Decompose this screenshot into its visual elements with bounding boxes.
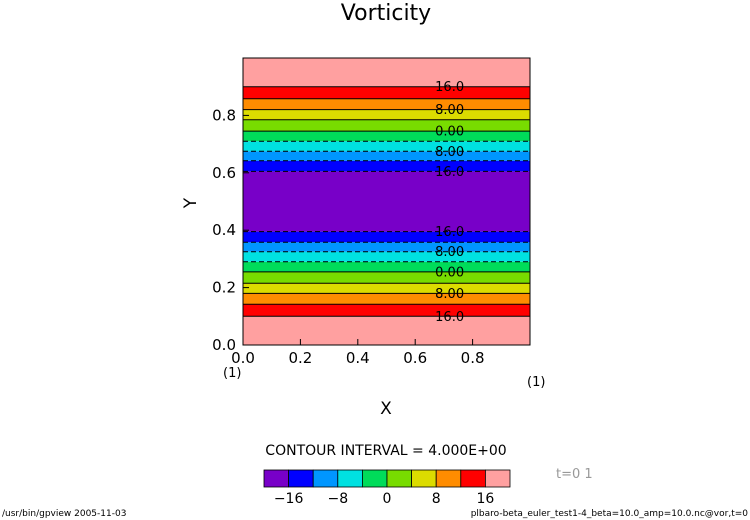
y-tick-label-3: 0.6 xyxy=(212,164,236,182)
colorbar-cell-7 xyxy=(435,469,462,488)
band-13 xyxy=(243,131,530,142)
chart-title: Vorticity xyxy=(341,1,431,26)
x-tick-label-4: 0.8 xyxy=(461,349,485,367)
colorbar-cell-9 xyxy=(484,469,511,488)
contour-label-9: 16.0 xyxy=(435,80,464,95)
colorbar xyxy=(263,469,511,488)
colorbar-tick-label-2: 0 xyxy=(383,491,392,507)
y-tick-label-1: 0.2 xyxy=(212,279,236,297)
band-5 xyxy=(243,261,530,272)
time-label: t=0 1 xyxy=(556,467,593,482)
contour-interval-text: CONTOUR INTERVAL = 4.000E+00 xyxy=(265,443,506,459)
colorbar-cell-0 xyxy=(263,469,290,488)
colorbar-tick-label-4: 16 xyxy=(476,491,494,507)
contour-label-0: 16.0 xyxy=(435,310,464,325)
colorbar-tick-labels: −16 −8 0 8 16 xyxy=(274,491,495,507)
band-2 xyxy=(243,293,530,305)
band-7 xyxy=(243,242,530,252)
x-tick-label-3: 0.6 xyxy=(403,349,427,367)
band-11 xyxy=(243,151,530,161)
band-4 xyxy=(243,271,530,284)
band-3 xyxy=(243,283,530,294)
contour-label-5: 16.0 xyxy=(435,165,464,180)
colorbar-cell-4 xyxy=(361,469,388,488)
contour-label-8: 8.00 xyxy=(435,103,464,118)
y-unit-label: (1) xyxy=(527,375,545,390)
x-axis-label: X xyxy=(380,399,392,419)
plot-frame xyxy=(242,57,531,346)
colorbar-cell-1 xyxy=(288,469,314,488)
colorbar-cell-8 xyxy=(460,469,486,488)
colorbar-cell-2 xyxy=(312,469,339,488)
colorbar-tick-label-0: −16 xyxy=(274,491,304,507)
vorticity-bands xyxy=(243,58,530,345)
y-tick-label-4: 0.8 xyxy=(212,106,236,124)
band-9 xyxy=(243,171,530,232)
band-16 xyxy=(243,98,530,110)
y-axis-label: Y xyxy=(181,197,201,209)
contour-label-3: 8.00 xyxy=(435,245,464,260)
x-tick-label-1: 0.2 xyxy=(288,349,312,367)
band-0 xyxy=(243,316,530,345)
footer-right: plbaro-beta_euler_test1-4_beta=10.0_amp=… xyxy=(471,509,749,519)
contour-label-2: 0.00 xyxy=(435,265,464,280)
band-10 xyxy=(243,160,530,172)
y-tick-label-0: 0.0 xyxy=(212,336,236,354)
band-14 xyxy=(243,119,530,132)
colorbar-cell-6 xyxy=(411,469,437,488)
y-axis-ticks: 0.0 0.2 0.4 0.6 0.8 xyxy=(212,106,249,354)
band-1 xyxy=(243,304,530,317)
band-8 xyxy=(243,231,530,243)
contour-labels: 16.0 8.00 0.00 8.00 16.0 16.0 8.00 0.00 8.00 16.0 xyxy=(435,80,464,325)
band-12 xyxy=(243,141,530,152)
contour-label-7: 0.00 xyxy=(435,125,464,140)
band-17 xyxy=(243,86,530,99)
contour-label-1: 8.00 xyxy=(435,287,464,302)
contour-lines xyxy=(243,86,530,317)
contour-label-4: 16.0 xyxy=(435,225,464,240)
footer-left: /usr/bin/gpview 2005-11-03 xyxy=(2,509,126,519)
band-18 xyxy=(243,58,530,87)
x-tick-label-0: 0.0 xyxy=(231,349,255,367)
x-axis-ticks: 0.0 0.2 0.4 0.6 0.8 xyxy=(231,339,485,367)
colorbar-tick-label-1: −8 xyxy=(327,491,348,507)
x-unit-label: (1) xyxy=(223,366,241,381)
colorbar-cell-5 xyxy=(386,469,413,488)
contour-label-6: 8.00 xyxy=(435,145,464,160)
colorbar-cell-3 xyxy=(337,469,363,488)
band-6 xyxy=(243,251,530,262)
band-15 xyxy=(243,109,530,120)
y-tick-label-2: 0.4 xyxy=(212,221,236,239)
colorbar-tick-label-3: 8 xyxy=(432,491,441,507)
x-tick-label-2: 0.4 xyxy=(346,349,370,367)
